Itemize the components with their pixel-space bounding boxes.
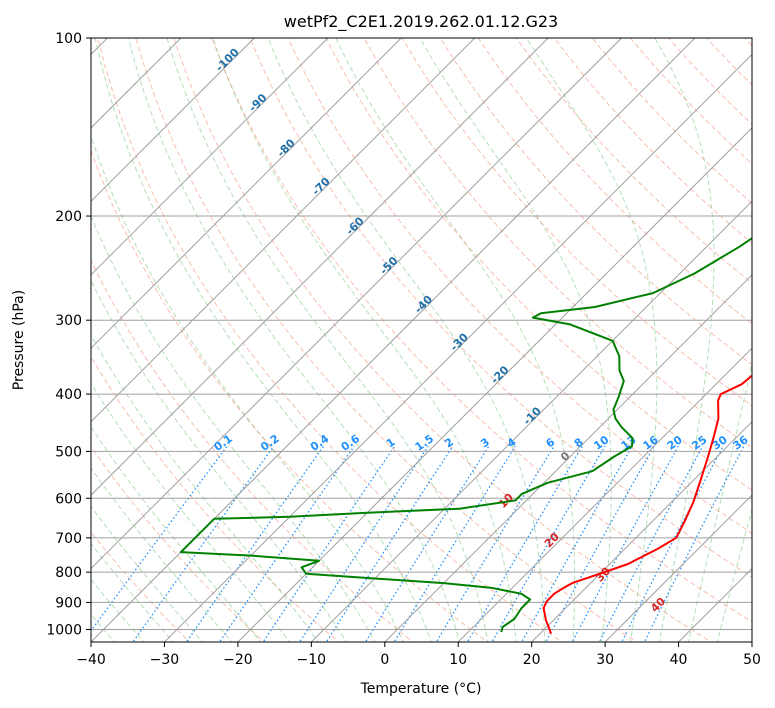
moist-adiabat-line bbox=[91, 426, 262, 642]
mixing-ratio-line bbox=[393, 445, 516, 642]
isotherm-line bbox=[457, 347, 752, 642]
mixing-ratio-line bbox=[598, 445, 704, 642]
dry-adiabat-line bbox=[173, 38, 712, 642]
isotherm-line bbox=[91, 38, 622, 570]
y-axis-label: Pressure (hPa) bbox=[11, 290, 27, 390]
chart-title: wetPf2_C2E1.2019.262.01.12.G23 bbox=[284, 12, 558, 32]
mixing-ratio-line bbox=[298, 445, 429, 642]
plot-frame bbox=[90, 37, 753, 643]
moist-adiabat-line bbox=[94, 38, 432, 642]
mixing-ratio-line bbox=[364, 445, 490, 642]
y-tick-label: 300 bbox=[55, 313, 82, 329]
y-tick-label: 800 bbox=[55, 565, 82, 581]
x-tick-label: 40 bbox=[670, 652, 688, 668]
y-tick-label: 400 bbox=[55, 387, 82, 403]
y-tick-label: 700 bbox=[55, 531, 82, 547]
mixing-ratio-line bbox=[571, 445, 679, 642]
mixing-ratio-line bbox=[435, 445, 555, 642]
isotherm-line bbox=[91, 38, 549, 496]
isotherm-line bbox=[604, 494, 752, 642]
dry-adiabat-line bbox=[439, 38, 752, 366]
temperature-profile bbox=[542, 374, 752, 634]
isotherm-line bbox=[310, 200, 752, 642]
isotherms bbox=[91, 38, 752, 642]
x-tick-label: 20 bbox=[523, 652, 541, 668]
x-tick-label: −30 bbox=[150, 652, 180, 668]
x-tick-label: −10 bbox=[297, 652, 327, 668]
y-axis: 100 200 300 400 500 600 700 800 900 1000 bbox=[46, 31, 91, 638]
x-tick-label: 30 bbox=[596, 652, 614, 668]
x-axis: −40 −30 −20 −10 0 10 20 30 40 50 bbox=[76, 642, 761, 668]
y-tick-label: 1000 bbox=[46, 622, 82, 638]
mixing-ratio-line bbox=[185, 445, 325, 642]
isotherm-line bbox=[91, 38, 402, 349]
dry-adiabat-line bbox=[287, 38, 752, 534]
x-tick-label: −40 bbox=[76, 652, 106, 668]
x-axis-label: Temperature (°C) bbox=[360, 681, 482, 697]
dry-adiabat-line bbox=[401, 38, 752, 407]
y-tick-label: 100 bbox=[55, 31, 82, 47]
isotherm-line bbox=[91, 38, 329, 276]
y-tick-label: 500 bbox=[55, 444, 82, 460]
y-tick-label: 200 bbox=[55, 209, 82, 225]
x-tick-label: 50 bbox=[743, 652, 761, 668]
x-tick-label: 10 bbox=[449, 652, 467, 668]
moist-adiabat-line bbox=[91, 134, 404, 642]
x-tick-label: 0 bbox=[380, 652, 389, 668]
isotherm-line bbox=[237, 127, 752, 642]
y-tick-label: 900 bbox=[55, 595, 82, 611]
mixing-ratio-line bbox=[218, 445, 355, 642]
dry-adiabat-line bbox=[249, 38, 752, 578]
isotherm-line bbox=[531, 420, 752, 642]
background-lines bbox=[91, 38, 752, 642]
mixing-ratio-line bbox=[91, 445, 228, 632]
dry-adiabat-line bbox=[325, 38, 752, 491]
x-tick-label: −20 bbox=[223, 652, 253, 668]
mixing-ratio-line bbox=[325, 445, 454, 642]
moist-adiabat-line bbox=[91, 467, 233, 642]
isotherm-line bbox=[384, 274, 752, 642]
isotherm-line bbox=[91, 38, 476, 423]
isotherm-line bbox=[91, 38, 255, 203]
dewpoint-profile bbox=[179, 236, 752, 633]
y-tick-label: 600 bbox=[55, 491, 82, 507]
isotherm-line bbox=[164, 53, 752, 642]
isobars bbox=[91, 38, 752, 630]
sounding-profiles bbox=[179, 236, 752, 634]
mixing-ratio-line bbox=[466, 445, 583, 642]
mixing-ratio-line bbox=[262, 445, 396, 642]
